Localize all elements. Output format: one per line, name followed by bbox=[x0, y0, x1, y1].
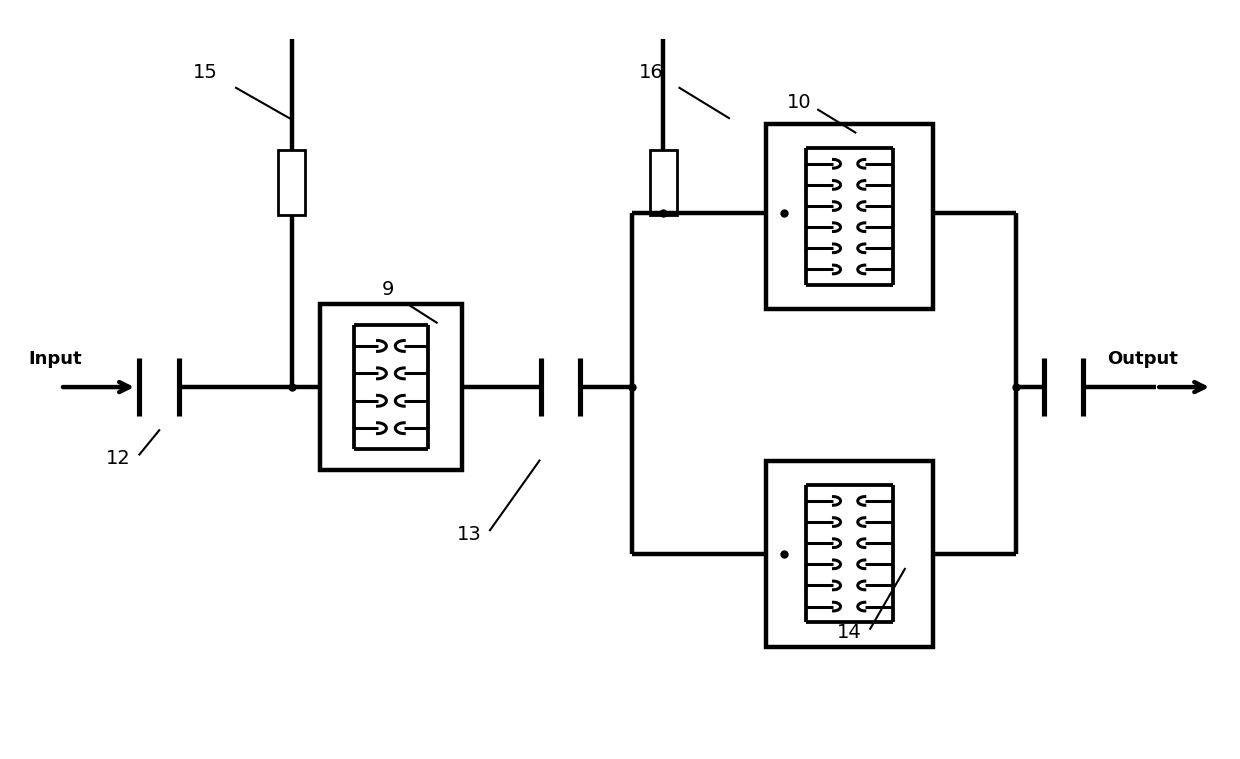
Text: Input: Input bbox=[29, 350, 82, 368]
Text: Output: Output bbox=[1107, 350, 1178, 368]
Text: 9: 9 bbox=[382, 280, 394, 299]
Bar bbox=[765, 124, 932, 310]
Text: 14: 14 bbox=[837, 623, 862, 642]
Text: 13: 13 bbox=[456, 525, 481, 544]
Text: 15: 15 bbox=[192, 63, 217, 82]
Bar bbox=[320, 304, 463, 471]
Bar bbox=[278, 150, 305, 215]
Text: 10: 10 bbox=[787, 93, 812, 112]
Text: 16: 16 bbox=[639, 63, 663, 82]
Text: 12: 12 bbox=[105, 449, 130, 468]
Bar bbox=[650, 150, 677, 215]
Bar bbox=[765, 461, 932, 647]
